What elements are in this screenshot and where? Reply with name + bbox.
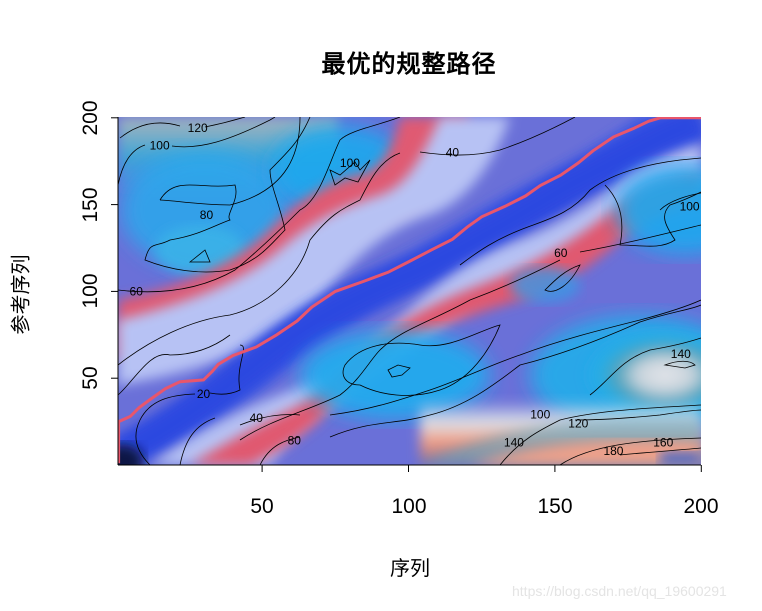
contour-label: 100 bbox=[680, 199, 700, 213]
y-tick-label: 100 bbox=[79, 273, 102, 309]
contour-label: 140 bbox=[671, 347, 691, 361]
contour-label: 60 bbox=[554, 246, 568, 260]
y-ticks bbox=[111, 117, 118, 379]
contour-lines bbox=[118, 117, 701, 465]
axes bbox=[111, 117, 702, 472]
heatmap-image: 120 100 100 40 80 60 60 100 20 40 80 100 120 140 140 16… bbox=[118, 117, 701, 465]
chart-title: 最优的规整路径 bbox=[321, 50, 497, 78]
contour-label: 180 bbox=[603, 444, 623, 458]
contour-label: 40 bbox=[250, 411, 264, 425]
y-tick-label: 150 bbox=[79, 187, 102, 223]
x-tick-label: 150 bbox=[537, 495, 573, 518]
x-tick-label: 100 bbox=[391, 495, 427, 518]
contour-labels: 120 100 100 40 80 60 60 100 20 40 80 100 120 140 140 16… bbox=[130, 121, 700, 458]
warping-path bbox=[118, 117, 701, 464]
y-tick-label: 200 bbox=[79, 100, 102, 136]
contour-label: 100 bbox=[150, 139, 170, 153]
contour-label: 40 bbox=[446, 146, 460, 160]
contour-label: 160 bbox=[653, 435, 673, 449]
contour-label: 120 bbox=[568, 416, 588, 430]
contour-label: 140 bbox=[504, 435, 524, 449]
y-axis-label: 参考序列 bbox=[8, 254, 33, 335]
contour-label: 80 bbox=[288, 434, 302, 448]
contour-label: 120 bbox=[188, 121, 208, 135]
x-tick-label: 200 bbox=[683, 495, 719, 518]
contour-label: 60 bbox=[130, 284, 144, 298]
watermark: https://blog.csdn.net/qq_19600291 bbox=[512, 583, 727, 599]
y-tick-label: 50 bbox=[79, 366, 102, 390]
contour-label: 20 bbox=[197, 387, 211, 401]
contour-label: 100 bbox=[340, 156, 360, 170]
x-tick-label: 50 bbox=[250, 495, 274, 518]
contour-label: 80 bbox=[200, 208, 214, 222]
contour-label: 100 bbox=[530, 408, 550, 422]
x-axis-label: 序列 bbox=[390, 556, 430, 580]
x-ticks bbox=[261, 465, 702, 472]
